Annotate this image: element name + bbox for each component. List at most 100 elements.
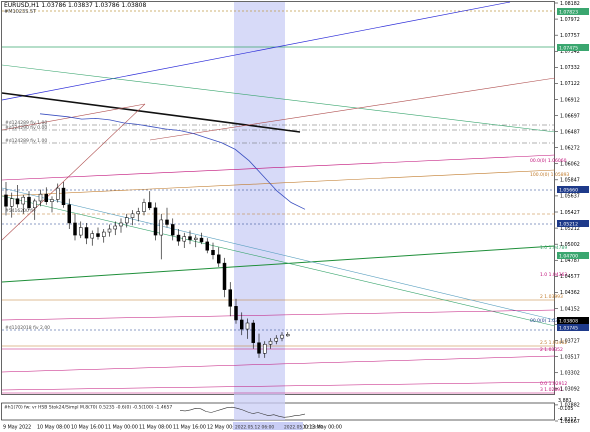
- price-tick-label: 1.08182: [560, 1, 580, 7]
- candlestick-series: [4, 182, 290, 358]
- price-tick-label: 1.07757: [560, 33, 580, 39]
- candle-body: [217, 254, 221, 264]
- candle-body: [222, 262, 227, 290]
- time-highlight-label-bg: [283, 422, 303, 430]
- price-tick-label: 1.05637: [560, 194, 580, 200]
- candle-body: [44, 193, 48, 202]
- candle-body: [268, 340, 273, 345]
- level-label: 00.0(0) 1.03808: [530, 318, 567, 324]
- price-tick-label: 1.06912: [560, 97, 580, 103]
- price-tick-label: 1.03727: [560, 338, 580, 344]
- line-label: #d124289 fiv 1.00: [5, 138, 47, 144]
- candle-body: [280, 334, 284, 339]
- candle-body: [263, 343, 267, 354]
- candle-body: [10, 198, 14, 207]
- price-tick-label: 1.02667: [560, 419, 580, 425]
- level-label: 0.0 1.02912: [540, 381, 567, 387]
- price-tag: 1.03808: [559, 319, 578, 325]
- price-tick-label: 1.04152: [560, 306, 580, 312]
- candle-body: [96, 233, 100, 237]
- time-highlight-label: 2022.05.12 06:00: [235, 425, 274, 431]
- price-tick-label: 1.02882: [560, 403, 580, 409]
- candle-body: [245, 322, 250, 330]
- price-tick-label: 1.05212: [560, 226, 580, 232]
- price-tick-label: 1.05427: [560, 210, 580, 216]
- line-label: #d124289 fiv 1.00: [5, 120, 47, 126]
- price-tick-label: 1.04787: [560, 258, 580, 264]
- level-label: 2 1.03352: [540, 347, 563, 353]
- candle-body: [33, 200, 37, 209]
- price-tick-label: 1.03517: [560, 354, 580, 360]
- price-tag: 1.07823: [559, 10, 578, 16]
- candle-body: [165, 219, 169, 225]
- time-label: 11 May 00:00: [105, 425, 138, 431]
- candle-body: [153, 207, 158, 236]
- candle-body: [171, 224, 175, 236]
- candle-body: [274, 337, 278, 342]
- price-tick-label: 1.07332: [560, 65, 580, 71]
- indicator-tick: 3.881: [558, 398, 572, 404]
- line-label: #5416200 fiv: [5, 208, 36, 214]
- line-label: #d1102018 fiv 2.00: [5, 325, 50, 331]
- price-tick-label: 1.07972: [560, 17, 580, 23]
- price-tick-label: 1.04362: [560, 290, 580, 296]
- trend-lines: [1, 1, 556, 391]
- candle-body: [148, 202, 152, 209]
- candle-body: [27, 196, 31, 209]
- candle-body: [15, 198, 20, 205]
- candle-body: [205, 241, 209, 251]
- candle-body: [107, 228, 112, 233]
- time-highlight-label: 2022.05.12 16:00: [284, 425, 323, 431]
- price-tick-label: 1.03302: [560, 371, 580, 377]
- candle-body: [61, 187, 66, 206]
- chart-header: EURUSD,H1 1.03786 1.03837 1.03786 1.0380…: [4, 2, 146, 9]
- level-label: 100.0(0) 1.05893: [530, 172, 569, 178]
- price-tag: 1.05660: [559, 188, 578, 194]
- price-tick-label: 1.06272: [560, 145, 580, 151]
- candle-body: [182, 236, 186, 242]
- candle-body: [251, 322, 255, 343]
- price-tag: 1.05212: [559, 222, 578, 228]
- candle-body: [136, 211, 140, 215]
- level-label: 2 1.03993: [540, 294, 563, 300]
- price-tag: 1.04700: [559, 254, 578, 260]
- price-tag: 1.07475: [559, 46, 578, 52]
- time-label: 12 May 00:00: [207, 425, 240, 431]
- candle-body: [79, 227, 83, 236]
- candle-body: [211, 249, 215, 256]
- price-tick-label: 1.04577: [560, 274, 580, 280]
- indicator-title: #h1(70) fw: vr HSB Stok24/Simpl M.8(70) …: [4, 405, 172, 411]
- time-label: 11 May 16:00: [173, 425, 206, 431]
- price-tag: 1.03745: [559, 326, 578, 332]
- candle-body: [194, 237, 198, 240]
- candle-body: [188, 236, 192, 240]
- time-highlight-label-bg: [233, 422, 285, 430]
- price-tick-label: 1.07542: [560, 49, 580, 55]
- candle-body: [113, 225, 117, 230]
- time-label: 10 May 16:00: [71, 425, 104, 431]
- price-tick-label: 1.07122: [560, 81, 580, 87]
- candle-body: [119, 222, 123, 227]
- time-label: 13 May 00:00: [309, 425, 342, 431]
- price-axis: 1.08182 1.07972 1.07757 1.07542 1.07332 1.071…: [555, 1, 580, 425]
- chart-subheader: #M1023S.5T: [4, 9, 37, 15]
- candle-body: [4, 194, 8, 207]
- level-label: 2.5 1.03462: [540, 340, 567, 346]
- level-label: 1.0 1.04363: [540, 272, 567, 278]
- level-label: 00.0(0) 1.06060: [530, 158, 567, 164]
- line-label: #d124290 fiv 0.00: [5, 125, 47, 131]
- candle-body: [159, 219, 163, 236]
- indicator-axis: 3.881 -0.105 -4.8217: [558, 398, 577, 423]
- time-label: 11 May 08:00: [139, 425, 172, 431]
- candle-body: [102, 231, 106, 237]
- candle-body: [21, 196, 25, 205]
- time-label: 9 May 2022: [3, 425, 31, 431]
- price-tick-label: 1.06697: [560, 113, 580, 119]
- price-tags: 1.07823 1.07475 1.05660 1.05212 1.04700 …: [557, 8, 589, 332]
- price-tick-label: 1.05847: [560, 178, 580, 184]
- level-label: 3 1.02891: [540, 387, 563, 393]
- price-tick-label: 1.03092: [560, 387, 580, 393]
- candle-body: [234, 306, 238, 321]
- candle-body: [240, 319, 244, 330]
